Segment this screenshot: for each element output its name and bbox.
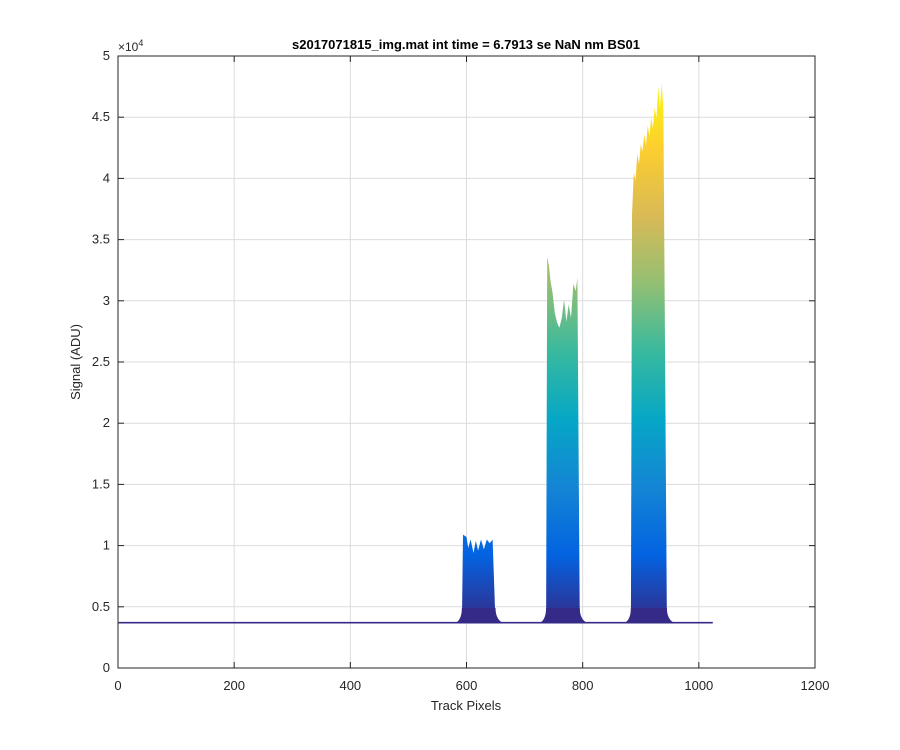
y-tick-label: 4.5 (92, 109, 110, 124)
x-axis-label: Track Pixels (431, 698, 502, 713)
peak-2 (546, 256, 580, 623)
x-tick-label: 1200 (801, 678, 830, 693)
y-tick-label: 5 (103, 48, 110, 63)
y-tick-label: 2.5 (92, 354, 110, 369)
x-tick-label: 0 (114, 678, 121, 693)
x-tick-label: 800 (572, 678, 594, 693)
y-tick-label: 0 (103, 660, 110, 675)
y-exponent-label: ×104 (118, 38, 143, 54)
x-tick-label: 400 (339, 678, 361, 693)
y-tick-label: 0.5 (92, 599, 110, 614)
y-tick-label: 1.5 (92, 476, 110, 491)
x-tick-label: 600 (456, 678, 478, 693)
y-tick-label: 3.5 (92, 232, 110, 247)
chart-title: s2017071815_img.mat int time = 6.7913 se… (292, 37, 640, 52)
peak-1 (461, 534, 496, 623)
peak-1-base (456, 608, 503, 623)
peak-3-base (625, 608, 674, 623)
x-tick-label: 1000 (684, 678, 713, 693)
peak-2-base (540, 608, 587, 623)
y-exponent-power: 4 (138, 38, 143, 48)
y-tick-label: 3 (103, 293, 110, 308)
y-tick-label: 4 (103, 170, 110, 185)
y-tick-label: 2 (103, 415, 110, 430)
peak-3 (630, 82, 667, 623)
y-exponent-base: ×10 (118, 40, 139, 54)
y-axis-label: Signal (ADU) (68, 324, 83, 400)
y-tick-label: 1 (103, 538, 110, 553)
x-tick-label: 200 (223, 678, 245, 693)
grid (118, 56, 815, 668)
data-series (118, 82, 713, 624)
ticks: 0 200 400 600 800 1000 1200 0 0.5 1 1.5 2 2.5 3 3.5 4 4.… (92, 48, 830, 693)
